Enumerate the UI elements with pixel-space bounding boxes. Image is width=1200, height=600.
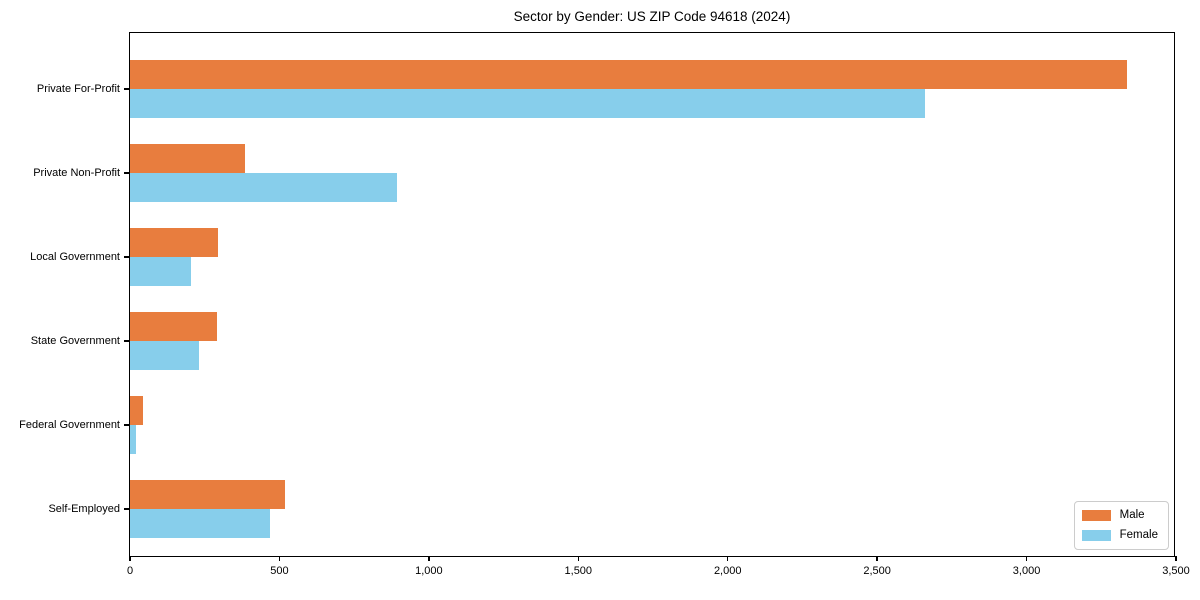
bar-male xyxy=(130,228,219,257)
y-tick-mark xyxy=(123,88,129,90)
y-tick-mark xyxy=(123,340,129,342)
bar-female xyxy=(130,425,136,454)
x-tick-label: 1,500 xyxy=(564,565,593,577)
bar-male xyxy=(130,144,246,173)
x-tick-mark xyxy=(1175,556,1177,561)
y-tick-mark xyxy=(123,172,129,174)
bar-male xyxy=(130,60,1127,89)
legend-label: Female xyxy=(1119,529,1158,541)
legend-item: Female xyxy=(1081,529,1158,542)
legend-label: Male xyxy=(1119,509,1145,521)
category-label: Federal Government xyxy=(19,419,120,431)
plot-area: Private For-Profit Private Non-Profit Loca… xyxy=(19,32,1190,577)
x-tick-label: 2,000 xyxy=(713,565,742,577)
bar-female xyxy=(130,341,199,370)
bar-female xyxy=(130,257,192,286)
bar-female xyxy=(130,89,925,118)
legend-swatch-male xyxy=(1081,510,1111,521)
legend: Male Female xyxy=(1073,501,1169,550)
legend-swatch-female xyxy=(1081,530,1111,541)
legend-item: Male xyxy=(1081,509,1158,522)
x-tick-label: 3,500 xyxy=(1162,565,1190,577)
category-label: Private Non-Profit xyxy=(33,167,120,179)
bar-male xyxy=(130,312,217,341)
x-tick-mark xyxy=(428,556,430,561)
x-tick-mark xyxy=(726,556,729,561)
y-tick-mark xyxy=(123,424,129,426)
y-tick-mark xyxy=(123,508,129,510)
category-label: State Government xyxy=(30,335,120,347)
x-tick-label: 3,000 xyxy=(1012,565,1041,577)
category-label: Self-Employed xyxy=(48,503,120,515)
category-label: Private For-Profit xyxy=(36,83,120,95)
bar-male xyxy=(130,480,286,509)
bar-female xyxy=(130,173,398,202)
bar-male xyxy=(130,396,144,425)
bar-female xyxy=(130,509,271,538)
x-tick-mark xyxy=(1025,556,1028,561)
x-tick-label: 500 xyxy=(270,565,289,577)
x-tick-mark xyxy=(876,556,878,561)
x-tick-label: 2,500 xyxy=(863,565,891,577)
y-tick-mark xyxy=(123,256,129,258)
x-tick-mark xyxy=(577,556,580,561)
category-label: Local Government xyxy=(30,251,120,263)
x-tick-label: 0 xyxy=(126,565,134,577)
chart-title: Sector by Gender: US ZIP Code 94618 (202… xyxy=(513,9,791,24)
x-tick-mark xyxy=(278,556,281,561)
x-tick-mark xyxy=(129,556,131,561)
x-tick-label: 1,000 xyxy=(415,565,443,577)
